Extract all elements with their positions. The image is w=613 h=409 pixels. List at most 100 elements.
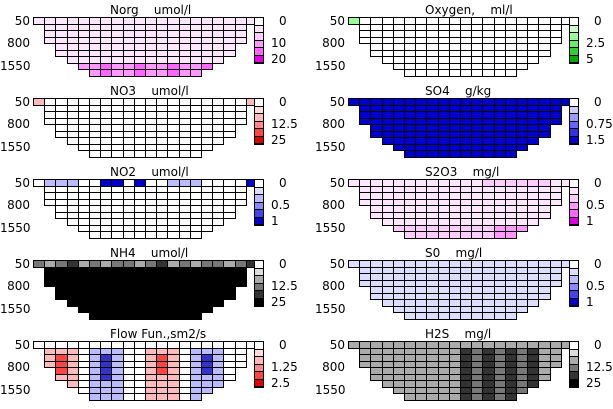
chart-title: S2O3 mg/l [425,165,500,179]
heatmap-cell [234,117,247,125]
colorbar-swatch [255,25,263,33]
colorbar-swatch [570,217,578,225]
colorbar-label: 0.5 [586,198,606,212]
heatmap-cell [504,231,517,239]
colorbar-swatch [570,136,578,144]
heatmap-cell [538,211,551,219]
colorbar-label: 2.5 [271,376,291,390]
heatmap-cell [234,360,247,368]
colorbar-label: 0 [279,14,287,28]
heatmap-cell [516,224,529,232]
colorbar-swatch [570,106,578,114]
colorbar-swatch [255,217,263,225]
colorbar-swatch [255,261,263,269]
colorbar-label: 1 [586,295,594,309]
y-tick-label: 1550 [0,140,31,154]
heatmap-cell [527,56,540,64]
chart-panel: S0 mg/l 50 800 1550 0 0.5 1 [315,243,613,324]
colorbar-label: 1.25 [271,360,298,374]
colorbar-swatch [255,291,263,299]
y-tick-label: 50 [14,338,30,352]
heatmap-cell [201,305,214,313]
y-tick-label: 50 [14,257,30,271]
heatmap-cell [234,36,247,44]
colorbar-swatch [255,283,263,291]
y-tick-label: 800 [322,279,345,293]
colorbar-swatch [255,187,263,195]
colorbar [569,341,579,388]
colorbar-swatch [255,129,263,137]
heatmap-cell [189,393,202,401]
colorbar-swatch [255,33,263,41]
chart-panel: H2S mg/l 50 800 1550 0 12.5 25 [315,324,613,405]
colorbar-swatch [255,342,263,350]
heatmap-cell [516,305,529,313]
y-tick-label: 800 [7,279,30,293]
colorbar-label: 0 [594,338,602,352]
heatmap-cell [201,143,214,151]
chart-panel: SO4 g/kg 50 800 1550 0 0.75 1.5 [315,81,613,162]
chart-title: Oxygen, ml/l [425,3,513,17]
y-tick-label: 1550 [315,383,346,397]
colorbar-swatch [255,55,263,63]
chart-panel: S2O3 mg/l 50 800 1550 0 0.5 1 [315,162,613,243]
heatmap-cell [189,312,202,320]
y-tick-label: 50 [329,14,345,28]
colorbar-swatch [255,180,263,188]
y-tick-label: 800 [322,198,345,212]
heatmap-cell [549,36,562,44]
chart-title: NO3 umol/l [110,84,189,98]
colorbar-label: 20 [271,52,287,66]
chart-title: NO2 umol/l [110,165,189,179]
y-tick-label: 800 [7,117,30,131]
colorbar-swatch [255,379,263,387]
colorbar-swatch [570,129,578,137]
heatmap-cell [504,393,517,401]
colorbar-swatch [255,114,263,122]
heatmap-cell [516,143,529,151]
chart-panel: NO2 umol/l 50 800 1550 0 0.5 1 [0,162,298,243]
colorbar-swatch [570,364,578,372]
colorbar-swatch [255,106,263,114]
colorbar-swatch [255,276,263,284]
colorbar-label: 0 [594,14,602,28]
y-tick-label: 800 [7,360,30,374]
y-tick-label: 50 [329,95,345,109]
heatmap-cell [538,130,551,138]
y-tick-label: 800 [7,198,30,212]
heatmap-cell [549,117,562,125]
chart-panel: NO3 umol/l 50 800 1550 0 12.5 25 [0,81,298,162]
colorbar-swatch [255,357,263,365]
colorbar-swatch [255,136,263,144]
chart-panel: Flow Fun.,sm2/s 50 800 1550 0 1.25 2.5 [0,324,298,405]
colorbar-label: 1.5 [586,133,606,147]
heatmap-cell [549,279,562,287]
colorbar-swatch [255,40,263,48]
heatmap-cell [538,49,551,57]
colorbar-label: 0.75 [586,117,613,131]
heatmap-cell [189,231,202,239]
y-tick-label: 50 [14,176,30,190]
y-tick-label: 1550 [0,302,31,316]
colorbar-swatch [255,18,263,26]
y-tick-label: 50 [329,338,345,352]
colorbar-swatch [255,372,263,380]
heatmap-cell [504,150,517,158]
colorbar-swatch [570,40,578,48]
heatmap-cell [223,211,236,219]
colorbar-label: 5 [586,52,594,66]
chart-title: Norg umol/l [110,3,192,17]
heatmap-cell [538,373,551,381]
colorbar [254,179,264,226]
colorbar-swatch [255,268,263,276]
colorbar-swatch [570,210,578,218]
colorbar-swatch [570,121,578,129]
heatmap-cell [504,312,517,320]
colorbar [569,179,579,226]
y-tick-label: 800 [7,36,30,50]
heatmap-cell [212,56,225,64]
y-tick-label: 1550 [0,221,31,235]
colorbar-swatch [570,99,578,107]
colorbar-swatch [570,342,578,350]
colorbar-swatch [570,349,578,357]
